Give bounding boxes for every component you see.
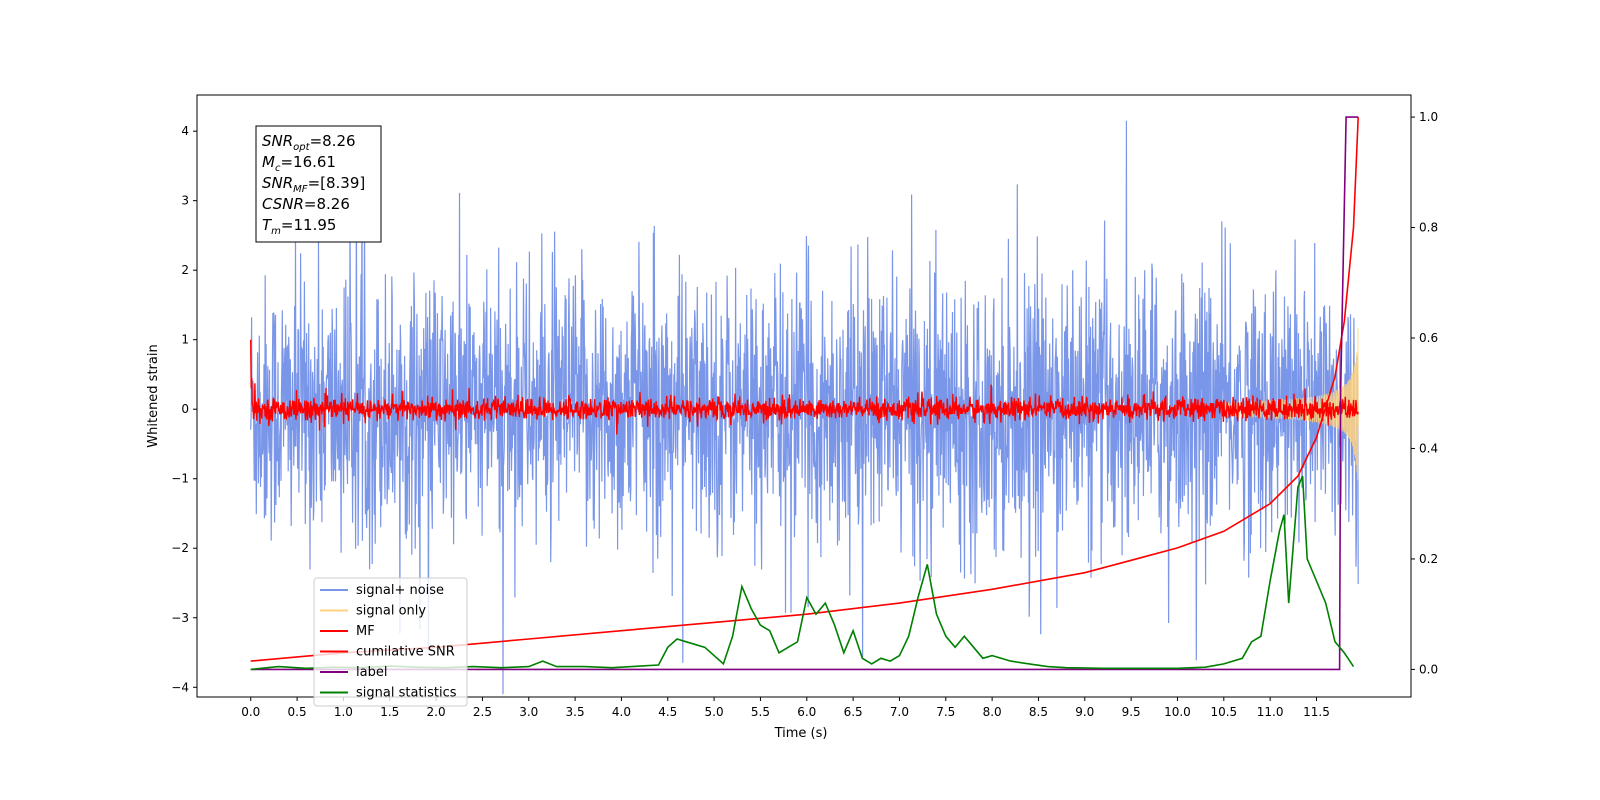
annotation-line: Mc=16.61 (262, 153, 336, 174)
y-tick-label: 1 (181, 333, 189, 347)
legend-frame (313, 577, 468, 707)
y2-tick-label: 0.2 (1419, 552, 1438, 566)
legend-item: cumilative SNR (320, 645, 455, 660)
legend-item: label (320, 665, 387, 680)
annotation-line: SNRopt=8.26 (262, 132, 356, 153)
x-tick-label: 2.5 (473, 705, 492, 719)
x-tick-label: 4.5 (658, 705, 677, 719)
x-tick-label: 9.0 (1075, 705, 1094, 719)
legend-label: label (356, 665, 387, 680)
legend-label: cumilative SNR (356, 645, 455, 660)
series-signal-noise (250, 120, 1359, 695)
x-axis-label: Time (s) (774, 726, 828, 741)
series-signal-statistics (250, 475, 1355, 671)
annotation-line: CSNR=8.26 (262, 195, 350, 213)
legend-item: signal statistics (320, 686, 457, 701)
x-tick-label: 7.5 (936, 705, 955, 719)
y-tick-label: 2 (181, 263, 189, 277)
x-tick-label: 1.0 (334, 705, 353, 719)
plot-frame (196, 94, 1412, 698)
y-tick-label: −4 (171, 680, 189, 694)
x-tick-label: 6.5 (844, 705, 863, 719)
x-tick-label: 11.0 (1257, 705, 1284, 719)
y2-tick-label: 0.4 (1419, 441, 1438, 455)
y-tick-label: 3 (181, 194, 189, 208)
x-tick-label: 1.5 (380, 705, 399, 719)
legend-item: signal only (320, 604, 426, 619)
annotation-box: SNRopt=8.26Mc=16.61SNRMF=[8.39]CSNR=8.26… (255, 125, 382, 243)
y-tick-label: −1 (171, 472, 189, 486)
x-tick-label: 7.0 (890, 705, 909, 719)
annotation-line: Tm=11.95 (262, 216, 336, 237)
annotation-frame (255, 125, 382, 243)
legend: signal+ noise signal only MF cumilative SNR… (313, 577, 468, 707)
x-tick-label: 3.0 (519, 705, 538, 719)
y-axis-label: Whitened strain (146, 344, 161, 447)
y-axis-left: −4 −3 −2 −1 0 1 2 3 4 (171, 124, 197, 694)
x-tick-label: 4.0 (612, 705, 631, 719)
x-tick-label: 3.5 (566, 705, 585, 719)
x-tick-label: 8.0 (983, 705, 1002, 719)
legend-label: signal only (356, 604, 426, 619)
x-tick-label: 9.5 (1122, 705, 1141, 719)
x-tick-label: 0.5 (288, 705, 307, 719)
series-mf (250, 339, 1359, 435)
legend-label: signal statistics (356, 686, 457, 701)
y2-tick-label: 0.8 (1419, 221, 1438, 235)
x-tick-label: 10.5 (1210, 705, 1237, 719)
y2-tick-label: 1.0 (1419, 110, 1438, 124)
y-tick-label: −3 (171, 611, 189, 625)
x-tick-label: 6.0 (797, 705, 816, 719)
x-axis: 0.0 0.5 1.0 1.5 2.0 2.5 3.0 3.5 4.0 4.5 5.0 5.5 6.0 6… (241, 697, 1330, 719)
x-tick-label: 2.0 (427, 705, 446, 719)
series-cumulative-snr (250, 117, 1359, 662)
y-tick-label: 0 (181, 402, 189, 416)
y2-tick-label: 0.6 (1419, 331, 1438, 345)
x-tick-label: 5.0 (705, 705, 724, 719)
legend-item: signal+ noise (320, 583, 444, 598)
y-axis-right: 0.0 0.2 0.4 0.6 0.8 1.0 (1411, 110, 1438, 676)
x-tick-label: 10.0 (1164, 705, 1191, 719)
y-tick-label: −2 (171, 541, 189, 555)
x-tick-label: 8.5 (1029, 705, 1048, 719)
y2-tick-label: 0.0 (1419, 662, 1438, 676)
y-tick-label: 4 (181, 124, 189, 138)
legend-label: signal+ noise (356, 583, 444, 598)
x-tick-label: 0.0 (241, 705, 260, 719)
x-tick-label: 5.5 (751, 705, 770, 719)
x-tick-label: 11.5 (1303, 705, 1330, 719)
legend-item: MF (320, 624, 375, 639)
legend-label: MF (356, 624, 375, 639)
series-label (250, 116, 1359, 671)
annotation-line: SNRMF=[8.39] (262, 174, 365, 195)
